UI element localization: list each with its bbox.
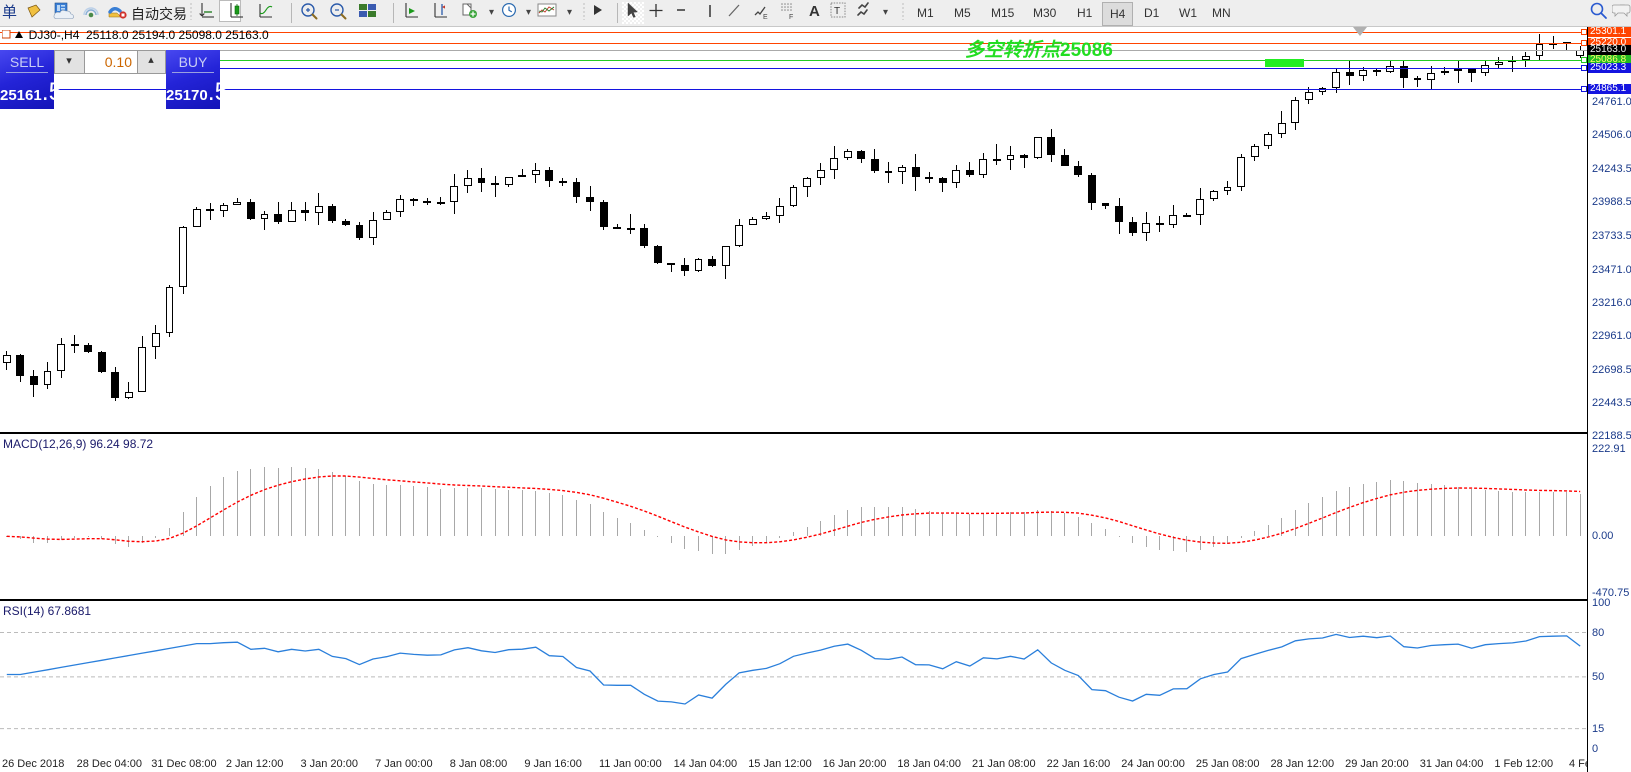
svg-text:T: T [834, 6, 840, 17]
svg-text:F: F [789, 14, 793, 20]
svg-text:E: E [763, 14, 768, 20]
svg-text:单: 单 [2, 4, 17, 21]
